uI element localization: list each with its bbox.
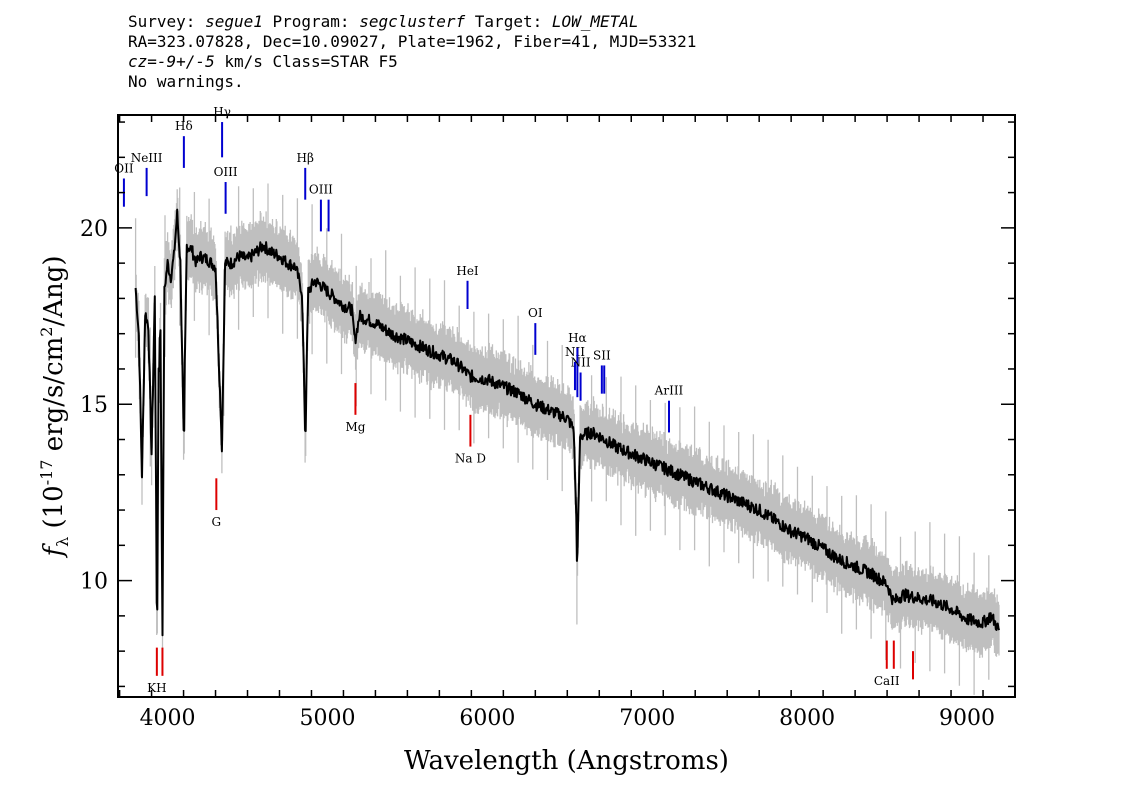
emission-line-label: Hβ [297, 151, 314, 165]
emission-line-label: NII [565, 345, 585, 359]
emission-line-label: SII [593, 348, 611, 362]
emission-line-label: OIII [309, 183, 333, 197]
absorption-line-label: G [212, 515, 222, 529]
target-label: Target: [465, 12, 552, 31]
noise-band [134, 183, 1000, 695]
absorption-line-label: KH [147, 681, 166, 695]
y-tick-label: 10 [80, 570, 108, 595]
y-tick-label: 20 [80, 217, 108, 242]
header-line-3: cz=-9+/-5 km/s Class=STAR F5 [128, 52, 696, 72]
spectrum-line [134, 208, 1000, 637]
emission-line-label: OI [528, 306, 543, 320]
emission-line-label: OII [114, 161, 134, 175]
x-tick-label: 9000 [939, 706, 995, 731]
cz-value: =-9+/-5 [147, 52, 215, 71]
x-axis-title: Wavelength (Angstroms) [404, 746, 729, 776]
absorption-line-label: CaII [874, 674, 900, 688]
target-value: LOW_METAL [551, 12, 639, 31]
program-label: Program: [262, 12, 360, 31]
header-line-4: No warnings. [128, 72, 244, 91]
x-tick-label: 7000 [619, 706, 675, 731]
noise-band-path [134, 183, 1000, 695]
plot-frame [117, 114, 1016, 698]
y-axis-title-text: fλ (10-17 erg/s/cm2/Ang) [37, 255, 72, 558]
axes: 4000 5000 6000 7000 8000 9000 10 15 20 [80, 114, 1016, 731]
emission-line-label: HeI [456, 264, 479, 278]
x-tick-label: 5000 [299, 706, 355, 731]
emission-line-label: Hδ [175, 119, 193, 133]
absorption-line-label: Na D [455, 452, 486, 466]
cz-label: cz [128, 52, 148, 71]
header-line-2: RA=323.07828, Dec=10.09027, Plate=1962, … [128, 32, 697, 51]
x-tick-label: 8000 [779, 706, 835, 731]
emission-line-label: NII [571, 355, 591, 369]
x-tick-label: 4000 [140, 706, 196, 731]
emission-line-label: Hα [568, 331, 587, 345]
y-axis-title: fλ (10-17 erg/s/cm2/Ang) [37, 255, 72, 558]
emission-line-label: ArIII [654, 384, 684, 398]
x-tick-label: 6000 [459, 706, 515, 731]
y-tick-label: 15 [80, 393, 108, 418]
absorption-line-label: Mg [345, 420, 365, 434]
cz-rest: km/s Class=STAR F5 [214, 52, 398, 71]
emission-line-label: NeIII [131, 151, 163, 165]
emission-line-label: OIII [214, 165, 238, 179]
header-line-1: Survey: segue1 Program: segclusterf Targ… [128, 12, 696, 32]
spectrum-series [134, 208, 1000, 637]
program-value: segclusterf [359, 12, 466, 31]
survey-value: segue1 [205, 12, 263, 31]
survey-label: Survey: [128, 12, 206, 31]
spectral-line-markers: OIINeIIIHδHγOIIIHβOIIIHeIOINIIHαNIISIIAr… [114, 105, 914, 695]
plot-header: Survey: segue1 Program: segclusterf Targ… [128, 12, 696, 92]
